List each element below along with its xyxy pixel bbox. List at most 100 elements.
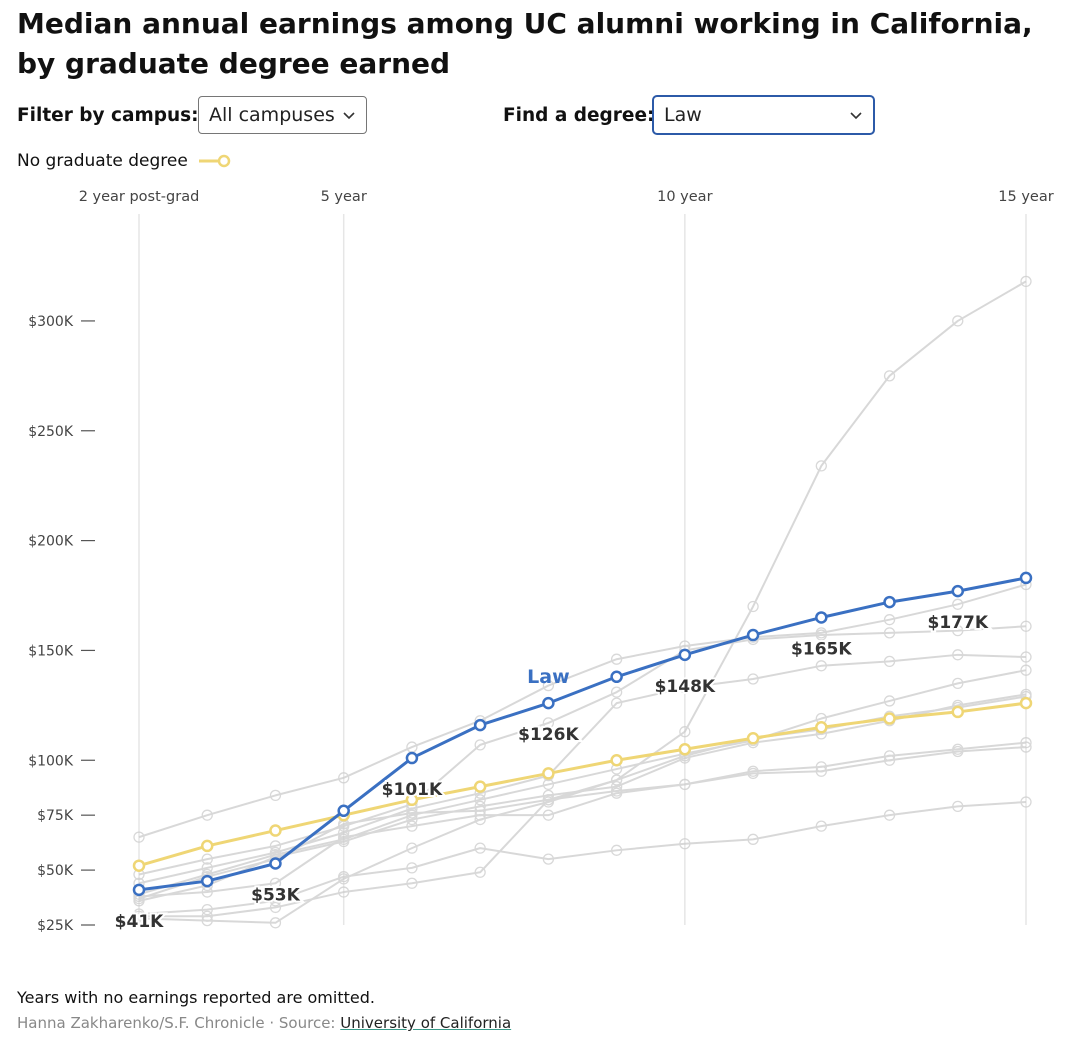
other-degree-point: [269, 901, 282, 914]
other-degree-point: [338, 772, 350, 784]
other-degree-line: [138, 800, 1027, 916]
other-degree-point: [542, 717, 555, 729]
other-degree-point: [679, 682, 691, 694]
other-degree-point: [269, 840, 282, 852]
highlight-point: [269, 857, 282, 870]
baseline-line: [138, 701, 1027, 868]
other-degree-point: [815, 460, 827, 472]
x-tick-label: 15 year: [998, 189, 1053, 205]
other-degree-point: [474, 842, 486, 854]
baseline-point: [883, 712, 896, 725]
other-degree-point: [1020, 275, 1032, 288]
data-label: $126K: [518, 725, 579, 745]
other-degree-point: [952, 625, 964, 637]
baseline-point: [678, 743, 692, 756]
baseline-point: [200, 839, 214, 853]
campus-select-value: All campuses: [209, 104, 335, 126]
highlight-point: [200, 874, 214, 888]
other-degree-point: [1020, 741, 1032, 753]
highlight-point: [951, 584, 965, 598]
other-degree-point: [201, 910, 213, 922]
other-degree-point: [201, 862, 213, 874]
other-degree-point: [610, 653, 623, 665]
baseline-point: [610, 754, 623, 767]
other-degree-line: [138, 693, 1027, 902]
other-degree-point: [406, 842, 418, 854]
other-degree-point: [201, 903, 213, 916]
y-tick-label: $25K: [37, 918, 74, 934]
x-tick-label: 5 year: [321, 189, 367, 205]
baseline-point: [473, 780, 487, 793]
other-degree-point: [406, 807, 418, 819]
line-chart: $25K $50K $75K $100K $150K $200K $250K $300K 2 …: [28, 189, 1054, 934]
y-tick-label: $200K: [28, 534, 74, 550]
other-degree-point: [952, 677, 964, 690]
campus-select[interactable]: All campuses: [198, 96, 367, 134]
other-degree-point: [610, 774, 623, 786]
other-degree-point: [1020, 796, 1032, 808]
highlight-point: [132, 883, 146, 897]
baseline-point: [269, 824, 282, 837]
other-degree-point: [747, 673, 759, 685]
other-degree-point: [542, 679, 555, 692]
credit-line: Hanna Zakharenko/S.F. Chronicle · Source…: [17, 1014, 511, 1032]
data-label: $101K: [382, 780, 443, 800]
other-degree-point: [542, 809, 555, 821]
y-tick-label: $50K: [37, 863, 74, 879]
other-degree-point: [406, 877, 418, 889]
baseline-point: [746, 732, 760, 745]
other-degree-point: [1020, 664, 1032, 676]
other-degree-point: [474, 809, 486, 821]
chart-title: Median annual earnings among UC alumni w…: [17, 7, 1033, 80]
data-label: $165K: [791, 639, 852, 659]
degree-select[interactable]: Law: [652, 95, 875, 135]
baseline-point: [1019, 696, 1033, 710]
other-degree-point: [406, 820, 418, 832]
other-degree-point: [679, 778, 691, 791]
other-degree-point: [133, 910, 145, 922]
other-degree-point: [338, 831, 350, 843]
y-tick-label: $100K: [28, 753, 74, 769]
other-degree-point: [406, 813, 418, 826]
y-tick-label: $150K: [28, 643, 74, 659]
highlight-point: [883, 595, 896, 609]
other-degree-point: [952, 800, 964, 813]
legend-line-marker-icon: [198, 154, 231, 168]
other-degree-point: [815, 629, 827, 641]
other-degree-point: [747, 767, 759, 780]
x-tick-label: 10 year: [657, 189, 712, 205]
highlight-point: [678, 648, 692, 662]
other-degree-point: [883, 655, 896, 668]
other-degree-point: [474, 739, 486, 751]
highlight-point: [405, 751, 419, 765]
highlight-point: [1019, 571, 1033, 585]
baseline-point: [132, 859, 146, 872]
baseline-point: [542, 767, 555, 780]
other-degree-point: [338, 871, 350, 883]
y-tick-label: $250K: [28, 424, 74, 440]
other-degree-line: [138, 583, 1027, 839]
source-link[interactable]: University of California: [340, 1014, 512, 1032]
data-label: $177K: [928, 613, 989, 633]
other-degree-point: [269, 917, 282, 929]
other-degree-point: [952, 315, 964, 327]
other-degree-point: [952, 598, 964, 610]
other-degree-point: [201, 853, 213, 865]
highlight-point: [815, 611, 828, 624]
degree-select-value: Law: [664, 104, 702, 126]
other-degree-point: [679, 838, 691, 850]
footnote: Years with no earnings reported are omit…: [17, 988, 375, 1007]
other-degree-point: [610, 787, 623, 799]
other-degree-point: [883, 614, 896, 626]
legend-label: No graduate degree: [17, 151, 188, 171]
other-degree-point: [269, 895, 282, 907]
other-degree-point: [747, 600, 759, 613]
other-degree-point: [269, 789, 282, 802]
highlight-point: [746, 628, 760, 642]
other-degree-point: [883, 370, 896, 382]
other-degree-point: [815, 820, 827, 832]
other-degree-point: [269, 877, 282, 889]
other-degree-point: [201, 809, 213, 821]
other-degree-point: [815, 765, 827, 777]
highlight-point: [337, 804, 350, 818]
